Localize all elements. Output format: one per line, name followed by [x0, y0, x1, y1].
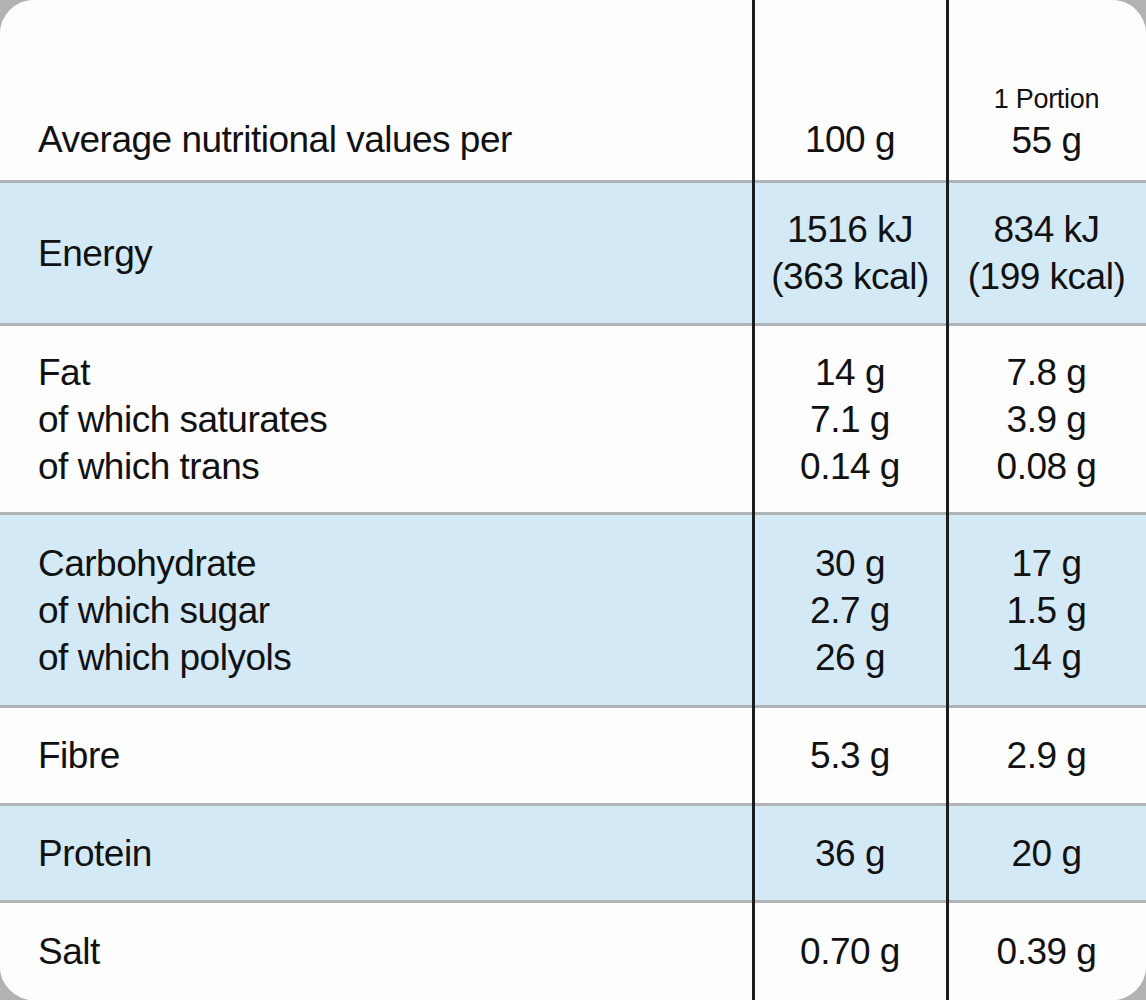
nutrition-facts-table: Average nutritional values per 100 g 1 P… [0, 0, 1146, 1000]
fibre-per-portion: 2.9 g [947, 708, 1146, 803]
salt-per-portion: 0.39 g [947, 903, 1146, 1000]
protein-label: Protein [0, 806, 753, 900]
energy-label: Energy [0, 183, 753, 323]
protein-per-100g: 36 g [753, 806, 947, 900]
header-per-100g: 100 g [753, 0, 947, 180]
fibre-label: Fibre [0, 708, 753, 803]
header-title: Average nutritional values per [0, 0, 753, 180]
column-divider-2 [946, 0, 949, 1000]
fibre-per-100g: 5.3 g [753, 708, 947, 803]
protein-per-portion: 20 g [947, 806, 1146, 900]
row-protein: Protein 36 g 20 g [0, 803, 1146, 900]
portion-label: 1 Portion [994, 78, 1099, 120]
energy-per-100g: 1516 kJ (363 kcal) [753, 183, 947, 323]
carbohydrate-per-100g: 30 g 2.7 g 26 g [753, 515, 947, 705]
salt-per-100g: 0.70 g [753, 903, 947, 1000]
salt-label: Salt [0, 903, 753, 1000]
portion-weight: 55 g [1011, 120, 1081, 162]
column-divider-1 [752, 0, 755, 1000]
header-row: Average nutritional values per 100 g 1 P… [0, 0, 1146, 180]
header-per-portion: 1 Portion 55 g [947, 0, 1146, 180]
row-fat: Fat of which saturates of which trans 14… [0, 323, 1146, 512]
fat-per-portion: 7.8 g 3.9 g 0.08 g [947, 326, 1146, 512]
row-energy: Energy 1516 kJ (363 kcal) 834 kJ (199 kc… [0, 180, 1146, 323]
carbohydrate-per-portion: 17 g 1.5 g 14 g [947, 515, 1146, 705]
fat-label: Fat of which saturates of which trans [0, 326, 753, 512]
carbohydrate-label: Carbohydrate of which sugar of which pol… [0, 515, 753, 705]
row-salt: Salt 0.70 g 0.39 g [0, 900, 1146, 1000]
fat-per-100g: 14 g 7.1 g 0.14 g [753, 326, 947, 512]
row-carbohydrate: Carbohydrate of which sugar of which pol… [0, 512, 1146, 705]
portion-header-stack: 1 Portion 55 g [994, 78, 1099, 162]
energy-per-portion: 834 kJ (199 kcal) [947, 183, 1146, 323]
row-fibre: Fibre 5.3 g 2.9 g [0, 705, 1146, 803]
